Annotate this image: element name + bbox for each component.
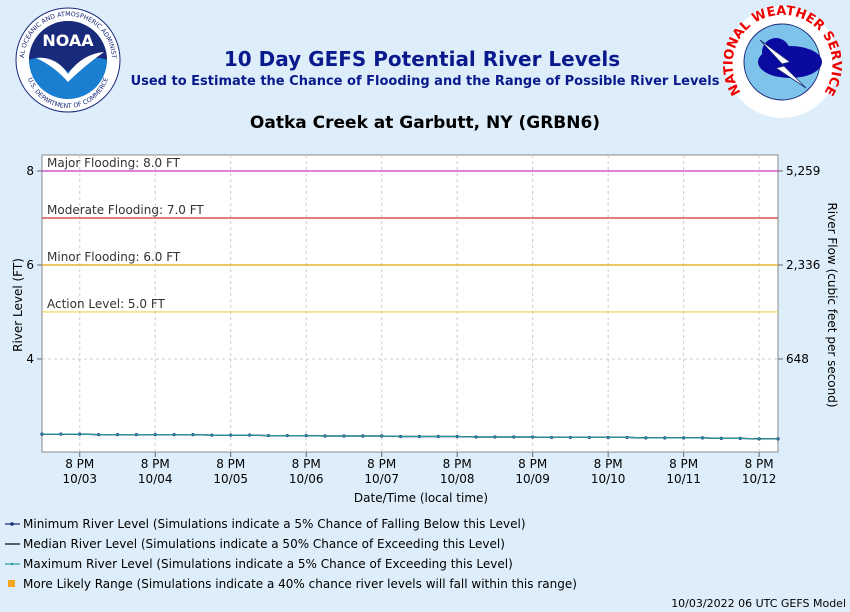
series-point — [682, 436, 685, 439]
series-point — [191, 433, 194, 436]
x-tick-label: 10/09 — [515, 472, 550, 486]
x-tick-label: 8 PM — [669, 457, 698, 471]
series-point — [437, 435, 440, 438]
series-point — [777, 437, 779, 440]
series-point — [456, 435, 459, 438]
series-point — [97, 433, 100, 436]
x-tick-label: 10/06 — [289, 472, 324, 486]
x-tick-label: 10/12 — [742, 472, 777, 486]
x-tick-label: 10/11 — [666, 472, 701, 486]
x-tick-label: 10/10 — [591, 472, 626, 486]
legend-label: More Likely Range (Simulations indicate … — [23, 577, 577, 591]
y2-tick-label: 2,336 — [786, 258, 820, 272]
threshold-label: Moderate Flooding: 7.0 FT — [47, 203, 204, 217]
series-point — [248, 434, 251, 437]
x-tick-label: 10/04 — [138, 472, 173, 486]
y-axis-label: River Level (FT) — [11, 258, 25, 352]
x-tick-label: 8 PM — [594, 457, 623, 471]
legend-item: Minimum River Level (Simulations indicat… — [5, 517, 526, 531]
series-point — [286, 434, 289, 437]
x-tick-label: 8 PM — [367, 457, 396, 471]
series-line — [42, 433, 778, 440]
x-tick-label: 10/07 — [364, 472, 399, 486]
x-tick-label: 8 PM — [745, 457, 774, 471]
series-point — [267, 434, 270, 437]
series-point — [59, 433, 62, 436]
series-point — [116, 433, 119, 436]
x-tick-label: 8 PM — [141, 457, 170, 471]
y-tick-label: 4 — [26, 352, 34, 366]
x-tick-label: 8 PM — [65, 457, 94, 471]
series-point — [475, 435, 478, 438]
chart-subtitle: Used to Estimate the Chance of Flooding … — [131, 74, 720, 89]
series-point — [210, 434, 213, 437]
legend-label: Median River Level (Simulations indicate… — [23, 537, 505, 551]
series-point — [342, 435, 345, 438]
series-point — [663, 436, 666, 439]
series-point — [607, 436, 610, 439]
series-point — [135, 433, 138, 436]
series-point — [512, 435, 515, 438]
series-point — [399, 435, 402, 438]
y2-axis-label: River Flow (cubic feet per second) — [825, 202, 839, 407]
legend-label: Minimum River Level (Simulations indicat… — [23, 517, 526, 531]
series-point — [588, 436, 591, 439]
threshold-label: Minor Flooding: 6.0 FT — [47, 250, 181, 264]
series-point — [154, 433, 157, 436]
series-point — [493, 435, 496, 438]
series-point — [701, 436, 704, 439]
legend-swatch-dot — [10, 522, 14, 526]
footer: 10/03/2022 06 UTC GEFS Model — [671, 597, 846, 610]
x-tick-label: 10/05 — [213, 472, 248, 486]
series-point — [550, 436, 553, 439]
series-point — [173, 433, 176, 436]
series-point — [644, 436, 647, 439]
series-point — [78, 433, 81, 436]
threshold-label: Major Flooding: 8.0 FT — [47, 156, 181, 170]
location: Oatka Creek at Garbutt, NY (GRBN6) — [250, 113, 600, 133]
series-point — [758, 437, 761, 440]
legend-item: Median River Level (Simulations indicate… — [5, 537, 505, 551]
x-tick-label: 8 PM — [443, 457, 472, 471]
series-point — [531, 435, 534, 438]
noaa-wordmark: NOAA — [42, 31, 94, 50]
x-tick-label: 8 PM — [216, 457, 245, 471]
chart-title: 10 Day GEFS Potential River Levels — [224, 47, 620, 71]
y-tick-label: 8 — [26, 164, 34, 178]
series-point — [229, 434, 232, 437]
series-point — [739, 437, 742, 440]
series-point — [305, 434, 308, 437]
x-tick-label: 10/08 — [440, 472, 475, 486]
series-point — [324, 435, 327, 438]
legend-item: More Likely Range (Simulations indicate … — [8, 577, 577, 591]
legend-swatch-dot — [10, 562, 14, 566]
series-point — [361, 435, 364, 438]
y2-tick-label: 648 — [786, 352, 809, 366]
series-point — [418, 435, 421, 438]
legend-swatch — [8, 580, 15, 587]
y-tick-label: 6 — [26, 258, 34, 272]
series-point — [626, 436, 629, 439]
x-tick-label: 8 PM — [518, 457, 547, 471]
y2-tick-label: 5,259 — [786, 164, 820, 178]
series-point — [41, 433, 43, 436]
x-axis-label: Date/Time (local time) — [354, 491, 488, 505]
legend-label: Maximum River Level (Simulations indicat… — [23, 557, 513, 571]
series-point — [380, 435, 383, 438]
x-tick-label: 10/03 — [62, 472, 97, 486]
legend-item: Maximum River Level (Simulations indicat… — [5, 557, 513, 571]
series-point — [569, 436, 572, 439]
threshold-label: Action Level: 5.0 FT — [47, 297, 166, 311]
plot-area — [41, 154, 779, 453]
series-point — [720, 437, 723, 440]
x-tick-label: 8 PM — [292, 457, 321, 471]
